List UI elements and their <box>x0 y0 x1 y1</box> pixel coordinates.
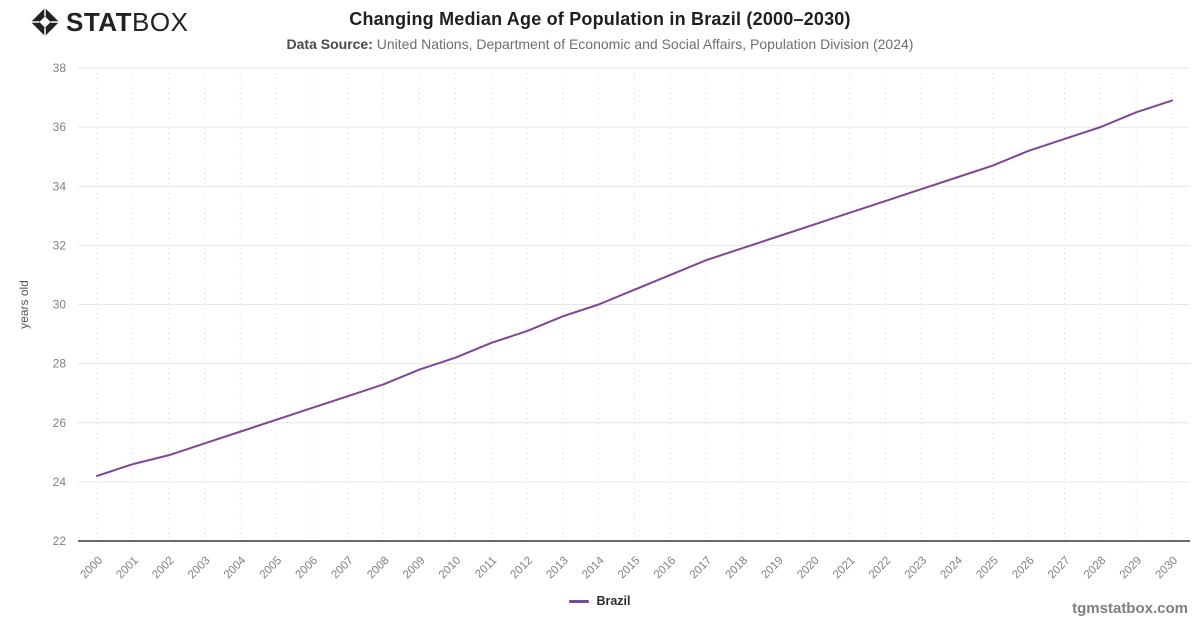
svg-text:2010: 2010 <box>437 555 464 582</box>
svg-text:32: 32 <box>53 238 67 252</box>
svg-text:2015: 2015 <box>616 555 643 582</box>
svg-text:2004: 2004 <box>222 554 249 581</box>
svg-text:2002: 2002 <box>150 555 177 582</box>
svg-text:2018: 2018 <box>724 555 751 582</box>
svg-text:22: 22 <box>53 534 67 548</box>
svg-text:2003: 2003 <box>186 555 213 582</box>
svg-text:36: 36 <box>53 120 67 134</box>
svg-text:2011: 2011 <box>473 555 499 581</box>
logo-wordmark: STATBOX <box>66 7 188 37</box>
svg-text:2005: 2005 <box>258 555 285 582</box>
svg-text:2029: 2029 <box>1118 555 1145 582</box>
svg-text:2000: 2000 <box>79 555 106 582</box>
svg-text:2025: 2025 <box>974 555 1001 582</box>
svg-text:2013: 2013 <box>544 555 571 582</box>
chart-title: Changing Median Age of Population in Bra… <box>349 9 851 29</box>
svg-text:2019: 2019 <box>759 555 786 582</box>
svg-text:2026: 2026 <box>1010 555 1037 582</box>
svg-text:24: 24 <box>53 475 67 489</box>
line-chart: 22 24 26 28 30 32 34 36 38 2000 2001 2002 2003 2004 20… <box>17 61 1190 582</box>
svg-text:2023: 2023 <box>903 555 930 582</box>
svg-text:2024: 2024 <box>939 554 966 581</box>
plot-area: 22 24 26 28 30 32 34 36 38 2000 2001 2002 2003 2004 20… <box>0 60 1200 590</box>
svg-text:2001: 2001 <box>114 555 141 582</box>
statbox-logo: STATBOX <box>30 7 188 37</box>
legend: Brazil <box>0 594 1200 608</box>
svg-text:2022: 2022 <box>867 555 894 582</box>
svg-text:2017: 2017 <box>688 555 715 582</box>
svg-text:28: 28 <box>53 357 67 371</box>
svg-text:2006: 2006 <box>294 555 321 582</box>
svg-text:2016: 2016 <box>652 555 679 582</box>
diamond-gem-icon <box>30 7 60 37</box>
svg-text:2012: 2012 <box>509 555 536 582</box>
title-block: Changing Median Age of Population in Bra… <box>175 0 1025 52</box>
svg-text:2009: 2009 <box>401 555 428 582</box>
chart-subtitle: Data Source: United Nations, Department … <box>175 36 1025 52</box>
legend-swatch-brazil <box>569 599 590 603</box>
logo-stat-text: STAT <box>66 7 133 37</box>
logo-box-text: BOX <box>132 7 189 37</box>
watermark: tgmstatbox.com <box>1072 600 1188 617</box>
svg-text:2020: 2020 <box>795 555 822 582</box>
svg-text:years old: years old <box>17 280 31 329</box>
svg-text:38: 38 <box>53 61 67 75</box>
data-source-text: United Nations, Department of Economic a… <box>376 36 914 52</box>
svg-text:2008: 2008 <box>365 555 392 582</box>
data-source-label: Data Source: <box>286 36 373 52</box>
legend-label-brazil: Brazil <box>596 594 631 608</box>
svg-text:2027: 2027 <box>1046 555 1073 582</box>
svg-text:2030: 2030 <box>1154 555 1181 582</box>
svg-text:26: 26 <box>53 416 67 430</box>
svg-text:2007: 2007 <box>329 555 356 582</box>
svg-text:30: 30 <box>53 298 67 312</box>
svg-text:2014: 2014 <box>580 554 607 581</box>
svg-text:2021: 2021 <box>831 555 858 582</box>
svg-text:34: 34 <box>53 179 67 193</box>
svg-text:2028: 2028 <box>1082 555 1109 582</box>
